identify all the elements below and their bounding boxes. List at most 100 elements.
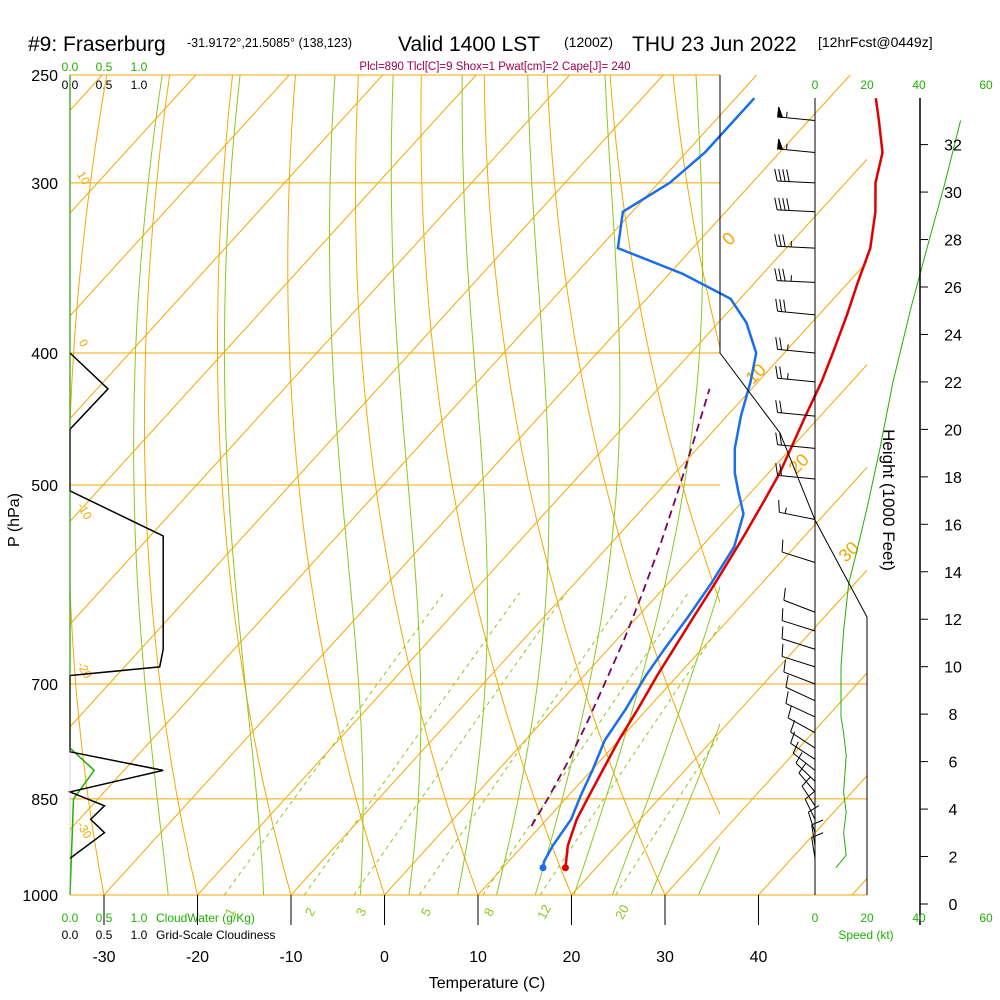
wind-barb-flag <box>775 432 779 445</box>
height-axis-title: Height (1000 Feet) <box>879 429 898 571</box>
wind-barb-flag <box>778 168 782 182</box>
wind-barb-flag <box>783 659 786 673</box>
temperature-line <box>564 98 884 868</box>
dry-adiabat-line <box>925 75 1000 924</box>
x-tick-label: 40 <box>750 949 768 966</box>
wind-barb-flag <box>790 720 796 733</box>
x-tick-label: -30 <box>92 949 115 966</box>
wind-barb-flag <box>783 299 787 313</box>
station-coords: -31.9172°,21.5085° (138,123) <box>187 36 352 50</box>
wind-barb-flag <box>786 198 790 211</box>
moist-adiabat-line <box>650 722 720 895</box>
pressure-tick-label: 300 <box>31 176 58 193</box>
wind-barb-flag <box>795 752 803 764</box>
height-tick-label: 6 <box>949 755 958 772</box>
dry-adiabat-line <box>483 75 666 895</box>
mixing-ratio-label: 2 <box>302 905 319 918</box>
mixing-ratio-line <box>482 592 689 895</box>
wind-barb <box>777 106 816 122</box>
wind-barb-half-flag <box>787 373 789 380</box>
cloudiness-tick-bottom: 0.5 <box>96 928 113 942</box>
wind-barb-staff <box>785 703 816 718</box>
wind-barb <box>781 644 816 668</box>
cloudiness-tick-top: 1.0 <box>131 78 148 92</box>
wind-barb-flag <box>774 197 778 210</box>
wind-barb-flag <box>778 197 782 211</box>
mixing-ratio-line <box>303 592 521 895</box>
isotherm-line <box>70 75 290 317</box>
wind-barb <box>778 499 816 520</box>
wind-barb <box>775 337 816 354</box>
height-tick-label: 10 <box>944 660 962 677</box>
height-tick-label: 22 <box>944 375 962 392</box>
wind-barb-staff <box>804 798 816 820</box>
cloudiness-tick-top: 0.5 <box>96 78 113 92</box>
wind-barb <box>807 805 820 833</box>
mixing-ratio-label: 3 <box>353 905 370 918</box>
wind-barb-flag <box>782 198 786 211</box>
station-title: #9: Fraserburg <box>28 33 166 56</box>
isotherm-line <box>664 672 867 895</box>
x-tick-label: 10 <box>469 949 487 966</box>
wind-barb-flag <box>782 169 786 182</box>
wind-barb-flag <box>782 268 786 282</box>
wind-barb-pennant <box>777 138 784 150</box>
wind-barb <box>798 762 816 793</box>
wind-barb-flag <box>781 644 784 657</box>
mixing-ratio-line <box>418 592 629 895</box>
y-axis-title: P (hPa) <box>6 493 23 547</box>
wind-barb-flag <box>801 776 811 787</box>
wind-barb <box>785 691 816 718</box>
dewpoint-surface-dot <box>539 864 547 872</box>
wind-barb-flag <box>804 790 815 800</box>
wind-barb-staff <box>792 752 816 771</box>
cloudwater-tick-top: 0.5 <box>96 60 113 74</box>
mixing-ratio-line <box>223 592 445 895</box>
wind-barb-staff <box>777 280 816 283</box>
wind-speed-tick-top: 60 <box>979 78 993 92</box>
wind-barb-flag <box>785 675 789 688</box>
wind-barb-flag <box>811 832 824 839</box>
wind-barb <box>781 539 816 563</box>
cloudiness-line <box>67 352 164 860</box>
wind-barb <box>777 138 816 154</box>
height-tick-label: 0 <box>949 897 958 914</box>
zulu-time: (1200Z) <box>564 34 613 50</box>
pressure-tick-label: 250 <box>31 68 58 85</box>
wind-speed-tick-top: 40 <box>912 78 926 92</box>
mixing-ratio-label: 12 <box>534 902 554 922</box>
wind-barb-flag <box>787 705 792 719</box>
wind-barb-flag <box>779 432 783 446</box>
isotherm-line <box>70 75 384 420</box>
dry-adiabat-label: -10 <box>74 500 95 522</box>
dry-adiabat-line <box>799 75 1000 924</box>
wind-speed-tick-bottom: 40 <box>912 911 926 925</box>
dry-adiabat-line <box>609 75 720 604</box>
wind-speed-tick-top: 20 <box>860 78 874 92</box>
wind-barb <box>795 752 816 782</box>
wind-barb <box>783 659 816 685</box>
height-tick-label: 32 <box>944 138 962 155</box>
x-tick-label: 20 <box>563 949 581 966</box>
moist-adiabat-line <box>611 585 720 895</box>
height-tick-label: 26 <box>944 280 962 297</box>
wind-barb-staff <box>777 444 816 449</box>
wind-barb <box>785 675 816 702</box>
dry-adiabat-line <box>287 75 386 895</box>
pressure-tick-label: 500 <box>31 478 58 495</box>
valid-time: Valid 1400 LST <box>398 33 540 56</box>
wind-barb <box>775 298 816 316</box>
wind-barb-staff <box>785 686 816 702</box>
wind-barb <box>792 741 816 771</box>
wind-barb <box>811 832 824 859</box>
height-tick-label: 18 <box>944 470 962 487</box>
wind-barb-flag <box>792 741 799 754</box>
height-tick-label: 4 <box>949 802 958 819</box>
wind-barb-flag <box>779 463 783 476</box>
pressure-tick-label: 700 <box>31 677 58 694</box>
isotherm-label: 10 <box>742 360 770 388</box>
pressure-tick-label: 400 <box>31 346 58 363</box>
wind-barb <box>790 731 816 760</box>
